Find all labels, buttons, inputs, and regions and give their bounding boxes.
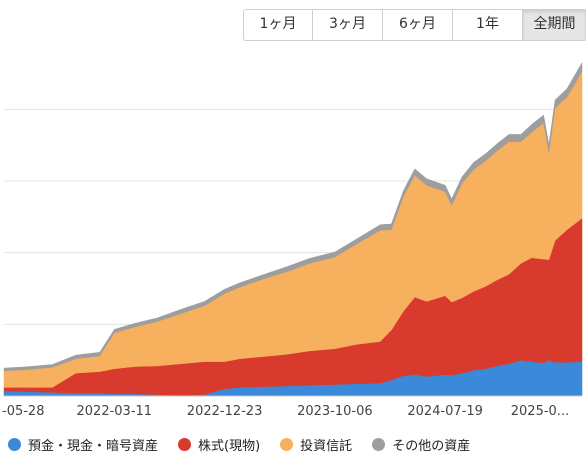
legend-dot-funds [280, 437, 294, 451]
stacked-areas [3, 61, 583, 397]
range-3month-button[interactable]: 3ヶ月 [313, 10, 383, 40]
asset-chart: -05-28 2022-03-11 2022-12-23 2023-10-06 2024… [2, 61, 583, 419]
legend-label-other: その他の資産 [392, 438, 471, 454]
x-axis: -05-28 2022-03-11 2022-12-23 2023-10-06 2024… [2, 395, 582, 419]
x-tick-label: 2022-03-11 [77, 404, 153, 419]
x-tick-label: -05-28 [2, 404, 44, 419]
area-other [3, 61, 583, 372]
x-tick-label: 2025-0... [511, 404, 569, 419]
legend-label-stocks: 株式(現物) [198, 438, 261, 454]
legend-dot-stocks [178, 437, 192, 451]
legend-dot-deposits [8, 437, 21, 451]
legend-dot-other [372, 437, 386, 451]
range-all-button[interactable]: 全期間 [523, 10, 586, 40]
range-selector: 1ヶ月 3ヶ月 6ヶ月 1年 全期間 [243, 9, 586, 41]
legend-item-deposits[interactable]: 預金・現金・暗号資産 [8, 435, 158, 454]
legend-item-stocks[interactable]: 株式(現物) [178, 435, 260, 454]
x-tick-label: 2022-12-23 [187, 404, 263, 419]
x-tick-label: 2024-07-19 [407, 404, 483, 419]
legend-item-other[interactable]: その他の資産 [372, 435, 470, 454]
range-1year-button[interactable]: 1年 [453, 10, 523, 40]
legend-label-funds: 投資信託 [300, 438, 353, 454]
legend: 預金・現金・暗号資産 株式(現物) 投資信託 その他の資産 [0, 432, 586, 456]
range-1month-button[interactable]: 1ヶ月 [244, 10, 313, 40]
legend-label-deposits: 預金・現金・暗号資産 [28, 438, 159, 454]
legend-item-funds[interactable]: 投資信託 [280, 435, 352, 454]
range-6month-button[interactable]: 6ヶ月 [383, 10, 453, 40]
x-tick-label: 2023-10-06 [297, 404, 373, 419]
